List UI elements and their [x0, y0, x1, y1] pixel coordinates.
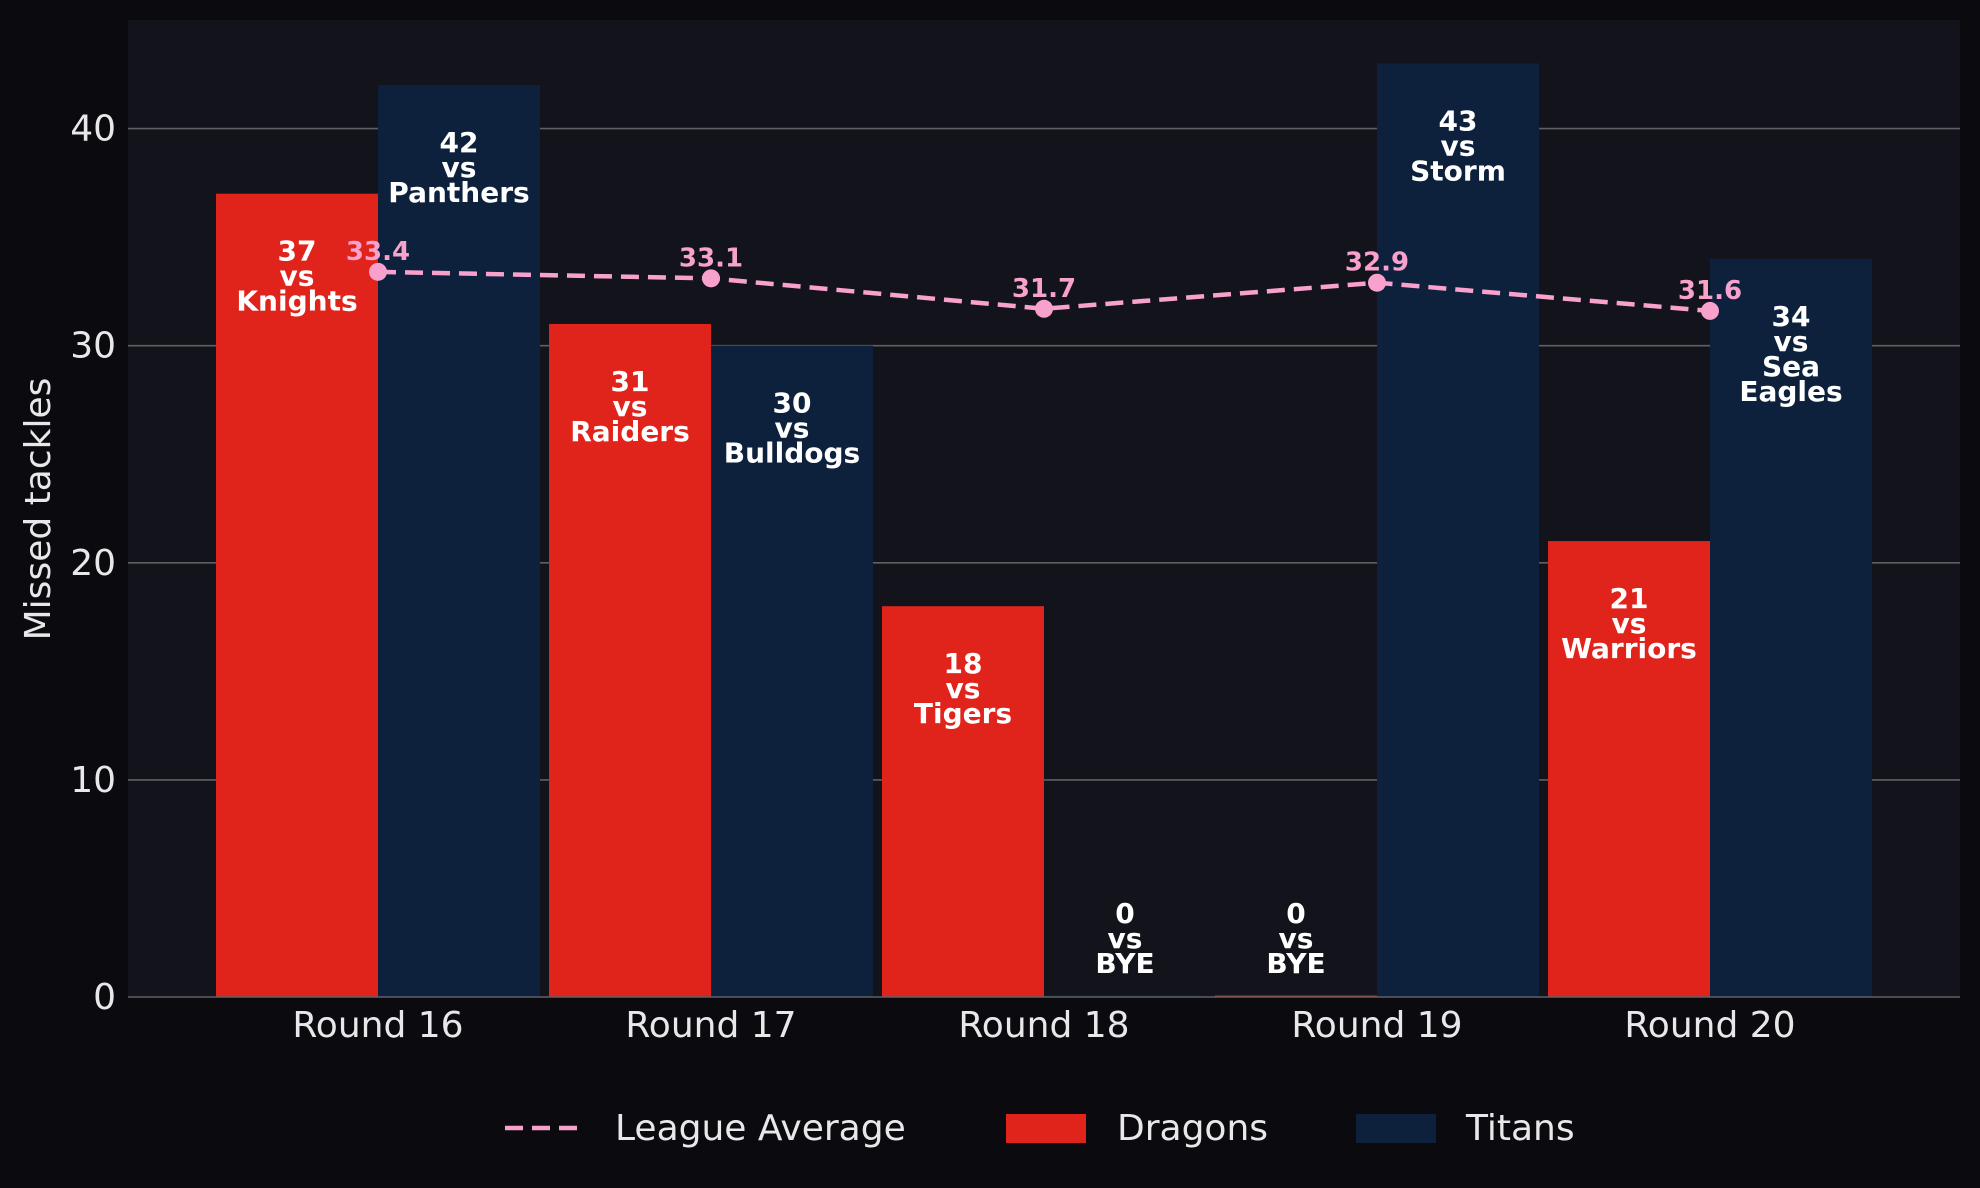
bar-label-dragons-1: 37 vs Knights: [236, 235, 357, 318]
y-tick-label: 0: [93, 977, 116, 1018]
bar-dragons-2: [549, 323, 711, 997]
league-average-value-label: 32.9: [1345, 248, 1409, 278]
league-average-point: [702, 269, 720, 288]
x-tick-label: Round 20: [1624, 1005, 1795, 1046]
bar-label-titans-4: 43 vs Storm: [1410, 104, 1506, 187]
y-tick-label: 20: [70, 543, 116, 584]
legend-swatch-titans: [1356, 1114, 1436, 1143]
legend-label: Titans: [1465, 1108, 1575, 1149]
league-average-point: [1701, 301, 1719, 320]
bar-label-dragons-3: 18 vs Tigers: [914, 647, 1012, 730]
bar-titans-4: [1377, 63, 1539, 997]
bar-label-dragons-4: 0 vs BYE: [1266, 897, 1325, 980]
bar-titans-1: [378, 85, 540, 998]
bar-label-titans-3: 0 vs BYE: [1095, 897, 1154, 980]
y-tick-label: 10: [70, 760, 116, 801]
league-average-value-label: 33.4: [346, 237, 410, 267]
y-tick-label: 40: [70, 109, 116, 150]
bar-dragons-1: [216, 193, 378, 997]
bar-label-titans-1: 42 vs Panthers: [388, 126, 529, 209]
y-axis-label: Missed tackles: [18, 378, 59, 641]
league-average-point: [1035, 299, 1053, 318]
league-average-line: [377, 269, 1711, 314]
legend-swatch-dragons: [1006, 1114, 1086, 1143]
y-tick-label: 30: [70, 326, 116, 367]
legend-label: League Average: [615, 1108, 906, 1149]
league-average-value-label: 33.1: [679, 243, 743, 273]
x-tick-label: Round 16: [292, 1005, 463, 1046]
league-average-point: [369, 262, 387, 281]
bar-dragons-5: [1548, 541, 1710, 997]
league-average-value-label: 31.6: [1678, 276, 1742, 306]
bar-dragons-3: [882, 606, 1044, 997]
legend-label: Dragons: [1117, 1108, 1268, 1149]
x-tick-label: Round 18: [958, 1005, 1129, 1046]
league-average-value-label: 31.7: [1012, 274, 1076, 304]
bar-titans-5: [1710, 258, 1872, 997]
bar-label-dragons-2: 31 vs Raiders: [570, 365, 690, 448]
x-tick-label: Round 17: [625, 1005, 796, 1046]
bar-label-dragons-5: 21 vs Warriors: [1561, 582, 1697, 665]
league-average-point: [1368, 273, 1386, 292]
bar-label-titans-5: 34 vs Sea Eagles: [1739, 300, 1842, 408]
bar-label-titans-2: 30 vs Bulldogs: [724, 387, 860, 470]
legend: League Average Dragons Titans: [505, 1108, 1575, 1149]
x-tick-label: Round 19: [1291, 1005, 1462, 1046]
bar-titans-2: [711, 345, 873, 998]
